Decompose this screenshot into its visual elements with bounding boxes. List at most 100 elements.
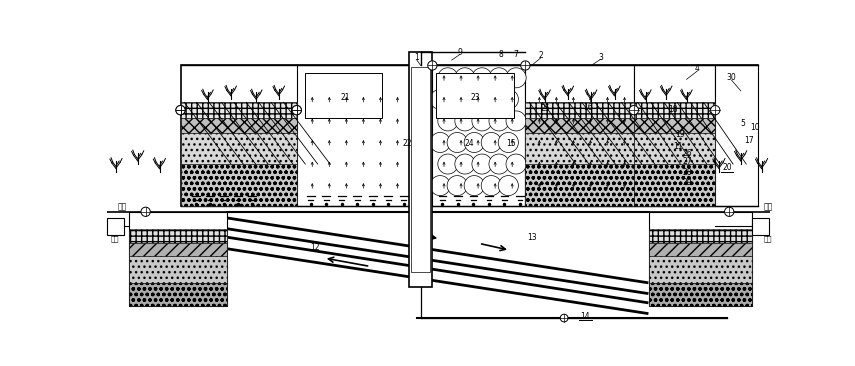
Text: 13: 13 — [527, 233, 536, 242]
Text: 1: 1 — [415, 53, 419, 62]
Text: 30: 30 — [727, 73, 736, 82]
Circle shape — [464, 89, 484, 109]
Text: 4: 4 — [695, 64, 700, 73]
Text: 16: 16 — [583, 102, 593, 112]
Circle shape — [724, 207, 734, 216]
Circle shape — [438, 68, 458, 88]
Bar — [716, 66, 758, 206]
Text: 19: 19 — [675, 130, 685, 139]
Text: 23: 23 — [470, 93, 480, 102]
Circle shape — [176, 105, 186, 115]
Bar — [525, 133, 634, 164]
Circle shape — [464, 132, 484, 153]
Circle shape — [498, 176, 518, 195]
Text: 22: 22 — [403, 139, 412, 148]
Text: 12: 12 — [310, 243, 319, 252]
Circle shape — [472, 154, 492, 174]
Circle shape — [455, 154, 475, 174]
Bar — [411, 67, 430, 272]
Text: 11: 11 — [673, 142, 683, 151]
Circle shape — [489, 111, 509, 131]
Text: 28: 28 — [682, 168, 692, 177]
Text: 8: 8 — [498, 50, 503, 59]
Bar — [650, 212, 752, 306]
Bar — [410, 52, 433, 287]
Text: 进水: 进水 — [111, 235, 119, 242]
Bar — [650, 283, 752, 306]
Bar — [650, 243, 752, 257]
Circle shape — [489, 154, 509, 174]
Circle shape — [560, 314, 568, 322]
Text: 5: 5 — [740, 120, 745, 128]
Circle shape — [447, 89, 467, 109]
Bar — [128, 257, 227, 283]
Text: 20: 20 — [722, 163, 732, 172]
Bar — [634, 164, 716, 206]
Bar — [304, 73, 382, 118]
Bar — [525, 102, 634, 118]
Text: 地面: 地面 — [764, 202, 773, 211]
Circle shape — [489, 68, 509, 88]
Bar — [525, 66, 634, 206]
Bar — [128, 229, 227, 243]
Text: 18: 18 — [668, 105, 677, 114]
Text: 地面: 地面 — [118, 202, 127, 211]
Circle shape — [629, 105, 639, 115]
Circle shape — [430, 89, 451, 109]
Text: 17: 17 — [744, 137, 753, 145]
Circle shape — [506, 111, 526, 131]
Bar — [128, 243, 227, 257]
Text: 14: 14 — [581, 312, 590, 321]
Circle shape — [141, 207, 150, 216]
Text: 24: 24 — [465, 139, 475, 148]
Circle shape — [521, 61, 530, 70]
Circle shape — [430, 132, 451, 153]
Text: 26: 26 — [682, 149, 693, 158]
Bar — [128, 212, 227, 306]
Bar — [180, 66, 758, 206]
Bar — [180, 102, 297, 118]
Circle shape — [472, 68, 492, 88]
Circle shape — [481, 132, 501, 153]
Bar — [433, 66, 525, 206]
Circle shape — [711, 105, 720, 115]
Circle shape — [455, 111, 475, 131]
Circle shape — [292, 105, 302, 115]
Circle shape — [472, 111, 492, 131]
Text: 21: 21 — [340, 93, 350, 102]
Bar — [297, 66, 410, 206]
Circle shape — [430, 176, 451, 195]
Bar — [180, 118, 297, 133]
Circle shape — [481, 176, 501, 195]
Bar — [525, 118, 634, 133]
Circle shape — [506, 68, 526, 88]
Text: 10: 10 — [750, 123, 759, 132]
Circle shape — [447, 132, 467, 153]
Bar — [525, 164, 634, 206]
Bar — [650, 229, 752, 243]
Bar — [650, 257, 752, 283]
Text: 3: 3 — [598, 52, 603, 61]
Circle shape — [438, 154, 458, 174]
Bar — [107, 218, 124, 235]
Bar — [128, 283, 227, 306]
Text: 2: 2 — [539, 51, 543, 60]
Text: 9: 9 — [457, 48, 462, 57]
Circle shape — [428, 61, 437, 70]
Circle shape — [481, 89, 501, 109]
Bar — [180, 133, 297, 164]
Text: 15: 15 — [507, 139, 516, 148]
Text: 25: 25 — [540, 104, 551, 113]
Text: 29: 29 — [682, 178, 693, 187]
Circle shape — [498, 89, 518, 109]
Bar — [634, 66, 716, 206]
Circle shape — [498, 132, 518, 153]
Circle shape — [506, 154, 526, 174]
Text: 7: 7 — [514, 50, 518, 59]
Bar — [752, 218, 769, 235]
Circle shape — [176, 105, 186, 115]
Text: 27: 27 — [682, 157, 693, 166]
Bar — [436, 73, 514, 118]
Circle shape — [447, 176, 467, 195]
Circle shape — [464, 176, 484, 195]
